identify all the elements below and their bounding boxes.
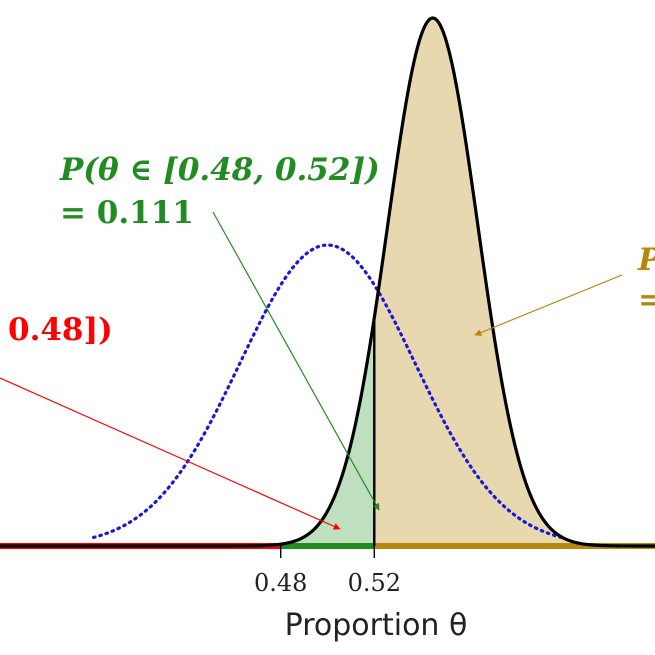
green-annotation-line-1: P(θ ∈ [0.48, 0.52]) [59, 152, 380, 188]
x-axis-label: Proportion θ [285, 608, 468, 643]
shaded-region-048-052 [280, 317, 375, 546]
red-annotation-text: 0.48]) [8, 312, 113, 348]
posterior-curve [0, 16, 655, 548]
tick-label-048: 0.48 [254, 569, 307, 597]
gold-annotation-arrow [474, 274, 623, 336]
tick-label-052: 0.52 [348, 569, 401, 597]
gold-annotation-line-1: P [637, 242, 655, 278]
dotted-blue-curve [91, 243, 564, 539]
green-annotation-arrow [212, 211, 380, 511]
green-annotation-line-2: = 0.111 [60, 195, 194, 231]
shaded-region-above-052 [374, 18, 655, 547]
gold-annotation-line-2: = [638, 282, 655, 318]
red-annotation-arrow [0, 377, 341, 530]
